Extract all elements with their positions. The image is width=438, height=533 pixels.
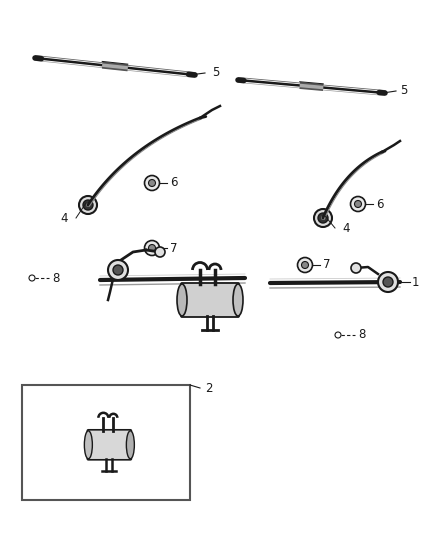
Text: 7: 7 xyxy=(170,241,177,254)
Circle shape xyxy=(350,197,365,212)
Text: 7: 7 xyxy=(323,259,331,271)
Circle shape xyxy=(113,265,123,275)
Circle shape xyxy=(378,272,398,292)
Circle shape xyxy=(297,257,312,272)
Circle shape xyxy=(354,200,361,207)
Circle shape xyxy=(148,245,155,252)
Text: 5: 5 xyxy=(212,67,219,79)
Circle shape xyxy=(79,196,97,214)
Circle shape xyxy=(301,262,308,269)
Circle shape xyxy=(83,200,93,210)
Ellipse shape xyxy=(126,431,134,459)
FancyBboxPatch shape xyxy=(87,430,131,460)
Circle shape xyxy=(86,203,90,207)
Circle shape xyxy=(321,216,325,220)
Circle shape xyxy=(145,175,159,190)
Circle shape xyxy=(148,180,155,187)
Text: 8: 8 xyxy=(52,271,60,285)
Bar xyxy=(22,385,190,500)
Circle shape xyxy=(351,263,361,273)
Circle shape xyxy=(155,247,165,257)
Ellipse shape xyxy=(85,431,92,459)
Circle shape xyxy=(145,240,159,255)
Text: 1: 1 xyxy=(412,276,420,288)
Text: 6: 6 xyxy=(170,176,177,190)
Circle shape xyxy=(108,260,128,280)
Ellipse shape xyxy=(233,284,243,316)
Ellipse shape xyxy=(177,284,187,316)
Text: 4: 4 xyxy=(60,212,68,224)
FancyBboxPatch shape xyxy=(181,283,239,317)
Text: 8: 8 xyxy=(358,328,365,342)
Circle shape xyxy=(383,277,393,287)
Text: 2: 2 xyxy=(205,382,212,394)
Text: 4: 4 xyxy=(342,222,350,235)
Text: 6: 6 xyxy=(376,198,384,211)
Text: 5: 5 xyxy=(400,85,407,98)
Circle shape xyxy=(314,209,332,227)
Circle shape xyxy=(318,213,328,223)
